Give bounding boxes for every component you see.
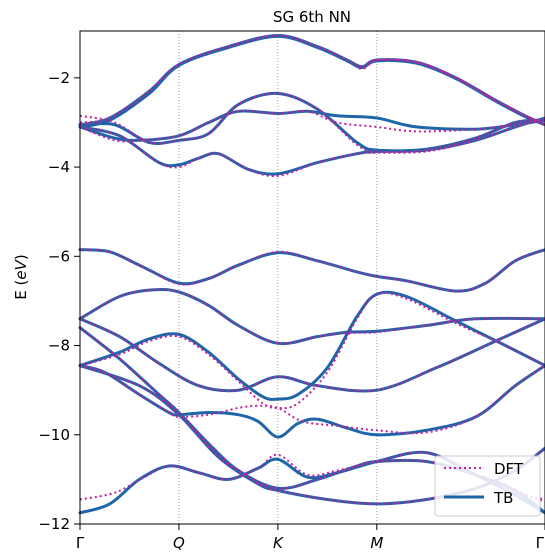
legend-box — [434, 455, 541, 517]
series-dft-band-3 — [79, 288, 545, 345]
chart-title: SG 6th NN — [273, 8, 351, 26]
series-tb-band-6 — [78, 109, 545, 142]
y-axis-ticks: −2 −4 −6 −8 −10 −12 — [38, 69, 80, 533]
legend-label-dft: DFT — [494, 460, 524, 478]
y-axis-label-close: ) — [12, 254, 30, 260]
series-dft-band-7 — [79, 92, 545, 154]
plot-frame — [79, 30, 545, 525]
x-tick-label: Γ — [76, 534, 85, 552]
series-tb-band-2 — [78, 290, 545, 401]
legend-label-tb: TB — [493, 489, 513, 507]
series-tb-band-5 — [78, 116, 545, 176]
x-tick-label: M — [370, 534, 383, 552]
y-tick-label: −10 — [38, 426, 70, 444]
y-tick-label: −4 — [48, 158, 70, 176]
y-axis-label-unit: eV — [12, 258, 30, 279]
series-dft-band-4 — [79, 248, 545, 293]
series-tb-band-4 — [78, 248, 545, 293]
series-dft-band-9 — [79, 34, 545, 126]
series-tb-band-1 — [78, 364, 545, 439]
y-tick-label: −6 — [48, 247, 70, 265]
legend: DFT TB — [434, 455, 541, 517]
y-axis-label-main: E ( — [12, 280, 30, 300]
y-tick-label: −12 — [38, 515, 70, 533]
series-dft-band-5 — [79, 117, 545, 178]
y-tick-label: −2 — [48, 69, 70, 87]
x-tick-label: K — [273, 534, 284, 552]
x-tick-label: Γ — [536, 534, 545, 552]
series-dft-band-12 — [79, 317, 545, 393]
x-tick-label: Q — [173, 534, 185, 552]
series-dft-band-1 — [79, 364, 545, 435]
series-tb-band-7 — [78, 91, 545, 153]
series-tb — [78, 33, 545, 515]
series-layer — [78, 33, 545, 515]
series-dft — [79, 34, 545, 505]
y-tick-label: −8 — [48, 337, 70, 355]
series-tb-band-3 — [78, 287, 545, 346]
series-dft-band-6 — [79, 109, 545, 143]
y-axis-label: E (eV) — [12, 254, 30, 299]
